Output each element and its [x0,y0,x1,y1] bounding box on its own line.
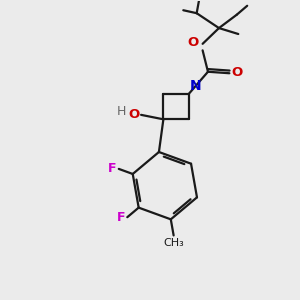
Text: F: F [116,211,125,224]
Text: O: O [188,36,199,49]
Text: O: O [128,108,139,122]
Text: H: H [116,105,126,118]
Text: F: F [108,162,116,176]
Text: CH₃: CH₃ [163,238,184,248]
Text: N: N [190,79,202,93]
Text: O: O [232,66,243,79]
